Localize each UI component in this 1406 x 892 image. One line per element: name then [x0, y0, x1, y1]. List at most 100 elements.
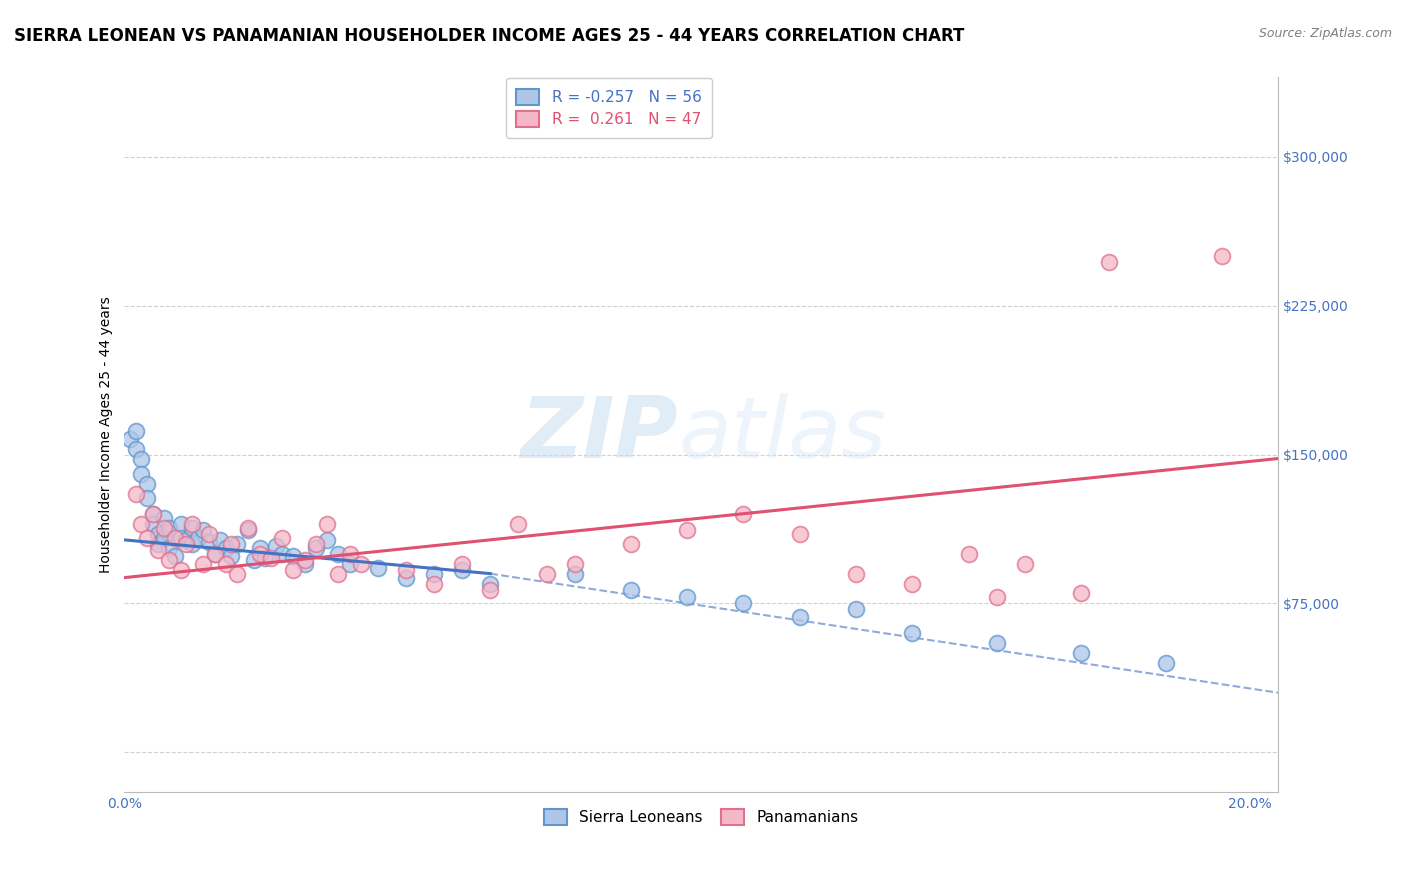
Point	[620, 537, 643, 551]
Point	[125, 442, 148, 456]
Point	[339, 557, 361, 571]
Point	[176, 533, 198, 547]
Point	[204, 547, 226, 561]
Point	[159, 521, 181, 535]
Text: atlas: atlas	[678, 393, 886, 476]
Point	[901, 576, 924, 591]
Point	[193, 557, 215, 571]
Point	[238, 521, 260, 535]
Point	[328, 566, 350, 581]
Point	[733, 507, 755, 521]
Point	[395, 563, 418, 577]
Point	[508, 516, 530, 531]
Point	[142, 516, 165, 531]
Point	[165, 549, 187, 563]
Point	[1098, 255, 1121, 269]
Point	[339, 547, 361, 561]
Point	[294, 557, 316, 571]
Point	[159, 553, 181, 567]
Point	[193, 523, 215, 537]
Point	[148, 527, 170, 541]
Point	[181, 516, 204, 531]
Point	[1070, 646, 1092, 660]
Point	[316, 516, 339, 531]
Point	[1014, 557, 1036, 571]
Point	[153, 531, 176, 545]
Point	[260, 550, 283, 565]
Point	[249, 547, 271, 561]
Point	[136, 491, 159, 506]
Point	[153, 521, 176, 535]
Point	[221, 549, 243, 563]
Point	[451, 557, 474, 571]
Point	[136, 531, 159, 545]
Point	[221, 537, 243, 551]
Point	[957, 547, 980, 561]
Point	[181, 521, 204, 535]
Point	[564, 557, 586, 571]
Point	[125, 424, 148, 438]
Point	[271, 547, 294, 561]
Point	[789, 610, 811, 624]
Point	[733, 596, 755, 610]
Point	[845, 566, 868, 581]
Point	[176, 537, 198, 551]
Point	[120, 432, 142, 446]
Point	[148, 542, 170, 557]
Point	[131, 467, 153, 482]
Point	[451, 563, 474, 577]
Point	[845, 602, 868, 616]
Point	[789, 527, 811, 541]
Point	[215, 541, 238, 555]
Point	[294, 553, 316, 567]
Point	[676, 523, 699, 537]
Point	[238, 523, 260, 537]
Point	[479, 576, 502, 591]
Point	[423, 566, 446, 581]
Point	[125, 487, 148, 501]
Point	[1154, 656, 1177, 670]
Point	[243, 553, 266, 567]
Point	[198, 527, 221, 541]
Point	[142, 507, 165, 521]
Point	[350, 557, 373, 571]
Point	[142, 507, 165, 521]
Point	[198, 534, 221, 549]
Point	[226, 537, 249, 551]
Point	[254, 550, 277, 565]
Legend: Sierra Leoneans, Panamanians: Sierra Leoneans, Panamanians	[536, 799, 868, 834]
Point	[536, 566, 558, 581]
Point	[136, 477, 159, 491]
Point	[209, 533, 232, 547]
Point	[204, 547, 226, 561]
Point	[986, 636, 1008, 650]
Point	[620, 582, 643, 597]
Point	[283, 563, 305, 577]
Point	[423, 576, 446, 591]
Y-axis label: Householder Income Ages 25 - 44 years: Householder Income Ages 25 - 44 years	[100, 296, 114, 573]
Point	[676, 591, 699, 605]
Point	[316, 533, 339, 547]
Point	[328, 547, 350, 561]
Point	[215, 557, 238, 571]
Point	[271, 531, 294, 545]
Point	[159, 541, 181, 555]
Point	[564, 566, 586, 581]
Point	[1070, 586, 1092, 600]
Text: SIERRA LEONEAN VS PANAMANIAN HOUSEHOLDER INCOME AGES 25 - 44 YEARS CORRELATION C: SIERRA LEONEAN VS PANAMANIAN HOUSEHOLDER…	[14, 27, 965, 45]
Point	[986, 591, 1008, 605]
Point	[153, 511, 176, 525]
Point	[901, 626, 924, 640]
Point	[131, 516, 153, 531]
Point	[367, 560, 389, 574]
Point	[131, 451, 153, 466]
Point	[479, 582, 502, 597]
Point	[305, 537, 328, 551]
Point	[395, 571, 418, 585]
Point	[170, 531, 193, 545]
Point	[305, 541, 328, 555]
Point	[249, 541, 271, 555]
Text: ZIP: ZIP	[520, 393, 678, 476]
Point	[148, 537, 170, 551]
Text: Source: ZipAtlas.com: Source: ZipAtlas.com	[1258, 27, 1392, 40]
